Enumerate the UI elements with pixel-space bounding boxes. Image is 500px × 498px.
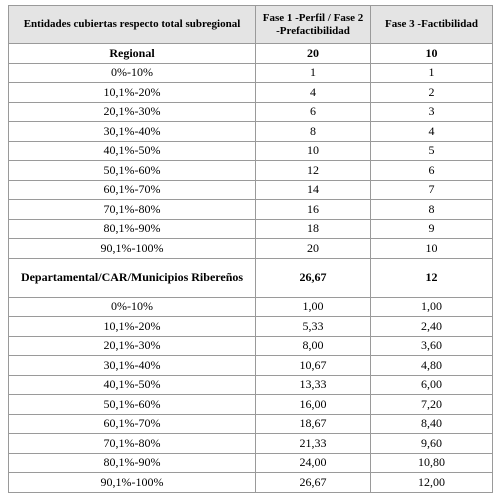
header-cell: Fase 1 -Perfil / Fase 2 -Prefactibilidad [255, 5, 371, 44]
cell: 10,80 [370, 452, 493, 473]
cell: 1,00 [370, 296, 493, 317]
data-table: Entidades cubiertas respecto total subre… [8, 5, 493, 493]
data-row: 90,1%-100% 26,67 12,00 [8, 472, 493, 493]
header-cell: Entidades cubiertas respecto total subre… [8, 5, 256, 44]
cell: 50,1%-60% [8, 394, 256, 415]
cell: 30,1%-40% [8, 355, 256, 376]
cell: 60,1%-70% [8, 179, 256, 200]
data-row: 10,1%-20% 5,33 2,40 [8, 316, 493, 337]
cell: 0%-10% [8, 296, 256, 317]
cell: 8 [255, 121, 371, 142]
data-row: 80,1%-90% 24,00 10,80 [8, 452, 493, 473]
cell: 16,00 [255, 394, 371, 415]
cell: 0%-10% [8, 62, 256, 83]
data-row: 90,1%-100% 20 10 [8, 238, 493, 259]
cell: 70,1%-80% [8, 433, 256, 454]
cell: 20 [255, 238, 371, 259]
cell: 1,00 [255, 296, 371, 317]
cell: 21,33 [255, 433, 371, 454]
cell: 10,1%-20% [8, 316, 256, 337]
cell: 10,67 [255, 355, 371, 376]
data-row: 50,1%-60% 16,00 7,20 [8, 394, 493, 415]
cell: 3,60 [370, 335, 493, 356]
cell: 2 [370, 82, 493, 103]
cell: 20,1%-30% [8, 101, 256, 122]
cell: 4 [255, 82, 371, 103]
cell: 26,67 [255, 257, 371, 298]
cell: 12 [255, 160, 371, 181]
data-row: 40,1%-50% 10 5 [8, 140, 493, 161]
data-row: 0%-10% 1,00 1,00 [8, 296, 493, 317]
cell: 60,1%-70% [8, 413, 256, 434]
data-row: 20,1%-30% 8,00 3,60 [8, 335, 493, 356]
data-row: 70,1%-80% 21,33 9,60 [8, 433, 493, 454]
cell: 8 [370, 199, 493, 220]
cell: 4,80 [370, 355, 493, 376]
section-row: Regional 20 10 [8, 43, 493, 64]
cell: 90,1%-100% [8, 472, 256, 493]
cell: 20 [255, 43, 371, 64]
data-row: 60,1%-70% 18,67 8,40 [8, 413, 493, 434]
section-row: Departamental/CAR/Municipios Ribereños 26… [8, 257, 493, 298]
cell: 13,33 [255, 374, 371, 395]
data-row: 70,1%-80% 16 8 [8, 199, 493, 220]
data-row: 50,1%-60% 12 6 [8, 160, 493, 181]
header-row: Entidades cubiertas respecto total subre… [8, 5, 493, 44]
cell: 3 [370, 101, 493, 122]
cell: 40,1%-50% [8, 140, 256, 161]
cell: 4 [370, 121, 493, 142]
cell: 6,00 [370, 374, 493, 395]
cell: 7 [370, 179, 493, 200]
cell: 8,00 [255, 335, 371, 356]
header-cell: Fase 3 -Factibilidad [370, 5, 493, 44]
table-body: Regional 20 10 0%-10% 1 1 10,1%-20% 4 2 20,1%-30%… [8, 43, 493, 493]
cell: Regional [8, 43, 256, 64]
cell: 18,67 [255, 413, 371, 434]
cell: 9 [370, 218, 493, 239]
cell: 80,1%-90% [8, 452, 256, 473]
cell: 1 [255, 62, 371, 83]
cell: 26,67 [255, 472, 371, 493]
cell: 70,1%-80% [8, 199, 256, 220]
cell: 6 [255, 101, 371, 122]
cell: 10,1%-20% [8, 82, 256, 103]
cell: 12 [370, 257, 493, 298]
cell: 20,1%-30% [8, 335, 256, 356]
data-row: 60,1%-70% 14 7 [8, 179, 493, 200]
cell: 9,60 [370, 433, 493, 454]
cell: 5,33 [255, 316, 371, 337]
data-row: 80,1%-90% 18 9 [8, 218, 493, 239]
cell: 10 [370, 43, 493, 64]
data-row: 30,1%-40% 8 4 [8, 121, 493, 142]
cell: 30,1%-40% [8, 121, 256, 142]
data-row: 0%-10% 1 1 [8, 62, 493, 83]
cell: 12,00 [370, 472, 493, 493]
data-row: 20,1%-30% 6 3 [8, 101, 493, 122]
cell: 8,40 [370, 413, 493, 434]
cell: 16 [255, 199, 371, 220]
cell: 50,1%-60% [8, 160, 256, 181]
cell: 80,1%-90% [8, 218, 256, 239]
cell: 5 [370, 140, 493, 161]
data-row: 10,1%-20% 4 2 [8, 82, 493, 103]
cell: 18 [255, 218, 371, 239]
cell: 6 [370, 160, 493, 181]
cell: 24,00 [255, 452, 371, 473]
data-row: 30,1%-40% 10,67 4,80 [8, 355, 493, 376]
cell: 7,20 [370, 394, 493, 415]
cell: 10 [255, 140, 371, 161]
cell: 2,40 [370, 316, 493, 337]
cell: 40,1%-50% [8, 374, 256, 395]
cell: Departamental/CAR/Municipios Ribereños [8, 257, 256, 298]
cell: 10 [370, 238, 493, 259]
data-row: 40,1%-50% 13,33 6,00 [8, 374, 493, 395]
cell: 1 [370, 62, 493, 83]
cell: 14 [255, 179, 371, 200]
cell: 90,1%-100% [8, 238, 256, 259]
